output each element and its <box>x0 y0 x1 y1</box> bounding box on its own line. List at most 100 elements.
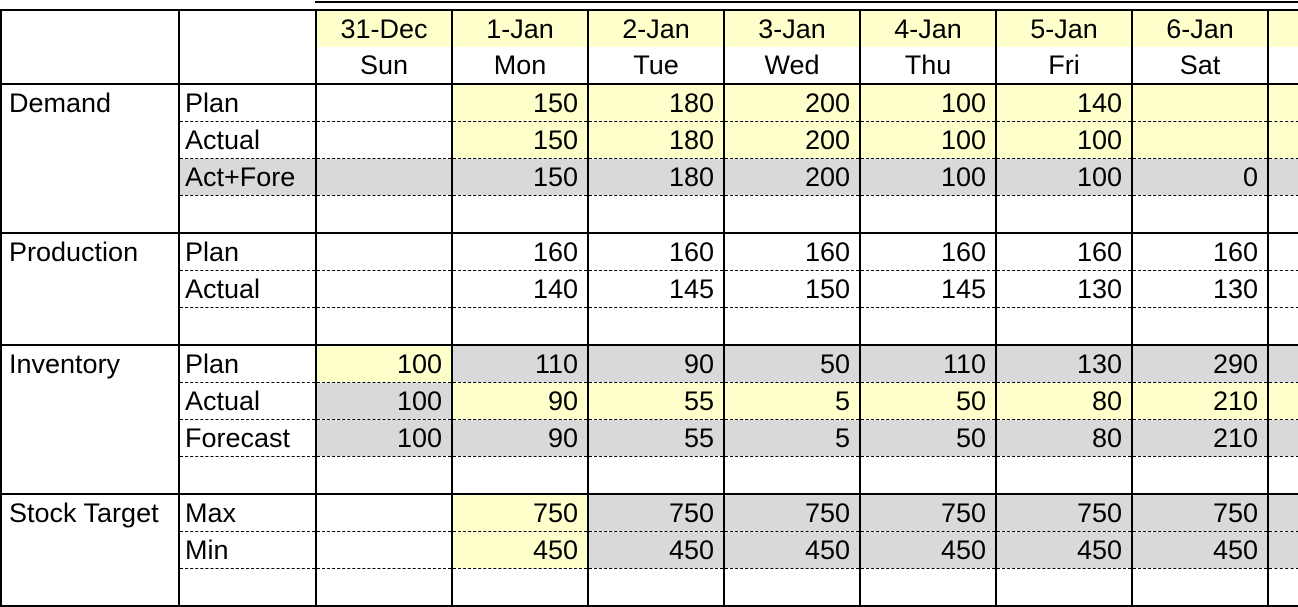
row-label[interactable]: Plan <box>178 233 316 271</box>
spacer-cell[interactable] <box>995 307 1132 346</box>
spacer-cell[interactable] <box>587 456 724 495</box>
value-cell[interactable]: 160 <box>723 233 860 271</box>
value-cell[interactable]: 110 <box>451 345 588 383</box>
date-header-cell[interactable]: 1-Jan <box>451 9 588 47</box>
value-cell[interactable] <box>315 531 452 569</box>
value-cell[interactable]: 140 <box>451 270 588 308</box>
row-label[interactable]: Plan <box>178 84 316 122</box>
spacer-cell[interactable] <box>315 307 452 346</box>
value-cell-partial[interactable] <box>1267 531 1298 569</box>
value-cell[interactable]: 50 <box>723 345 860 383</box>
spacer-cell[interactable] <box>178 307 316 346</box>
value-cell[interactable]: 110 <box>859 345 996 383</box>
day-header-cell[interactable]: Mon <box>451 47 588 85</box>
spacer-cell[interactable] <box>315 456 452 495</box>
day-header-cell[interactable]: Wed <box>723 47 860 85</box>
value-cell[interactable]: 80 <box>995 382 1132 420</box>
spacer-cell[interactable] <box>315 195 452 234</box>
date-header-cell[interactable]: 4-Jan <box>859 9 996 47</box>
value-cell[interactable]: 100 <box>859 84 996 122</box>
spacer-cell[interactable] <box>1131 307 1268 346</box>
day-header-cell[interactable]: Thu <box>859 47 996 85</box>
row-label[interactable]: Actual <box>178 382 316 420</box>
value-cell[interactable]: 200 <box>723 121 860 159</box>
corner-cell-category[interactable] <box>0 9 179 85</box>
value-cell[interactable]: 160 <box>995 233 1132 271</box>
spacer-cell[interactable] <box>1267 195 1298 234</box>
value-cell[interactable]: 5 <box>723 382 860 420</box>
spacer-cell[interactable] <box>1267 456 1298 495</box>
day-header-cell[interactable]: Fri <box>995 47 1132 85</box>
day-header-cell[interactable]: Sat <box>1131 47 1268 85</box>
value-cell[interactable]: 5 <box>723 419 860 457</box>
spacer-cell[interactable] <box>178 568 316 607</box>
spacer-cell[interactable] <box>723 307 860 346</box>
date-header-cell[interactable]: 2-Jan <box>587 9 724 47</box>
value-cell[interactable]: 100 <box>315 345 452 383</box>
group-label-production[interactable]: Production <box>0 233 179 346</box>
date-header-cell[interactable]: 6-Jan <box>1131 9 1268 47</box>
row-label[interactable]: Forecast <box>178 419 316 457</box>
value-cell[interactable]: 750 <box>451 494 588 532</box>
value-cell[interactable]: 160 <box>587 233 724 271</box>
value-cell[interactable]: 750 <box>587 494 724 532</box>
spacer-cell[interactable] <box>587 307 724 346</box>
value-cell[interactable]: 450 <box>723 531 860 569</box>
day-header-cell-partial[interactable] <box>1267 47 1298 85</box>
value-cell[interactable]: 200 <box>723 158 860 196</box>
row-label[interactable]: Actual <box>178 121 316 159</box>
value-cell[interactable]: 130 <box>995 345 1132 383</box>
value-cell-partial[interactable] <box>1267 270 1298 308</box>
value-cell[interactable]: 150 <box>451 84 588 122</box>
spacer-cell[interactable] <box>859 195 996 234</box>
spacer-cell[interactable] <box>451 307 588 346</box>
spacer-cell[interactable] <box>723 195 860 234</box>
value-cell[interactable]: 0 <box>1131 158 1268 196</box>
value-cell[interactable] <box>315 270 452 308</box>
value-cell[interactable]: 450 <box>1131 531 1268 569</box>
value-cell[interactable]: 55 <box>587 382 724 420</box>
value-cell[interactable] <box>315 494 452 532</box>
value-cell[interactable]: 145 <box>859 270 996 308</box>
spacer-cell[interactable] <box>178 456 316 495</box>
value-cell[interactable]: 150 <box>451 121 588 159</box>
value-cell[interactable]: 145 <box>587 270 724 308</box>
value-cell[interactable]: 450 <box>587 531 724 569</box>
spacer-cell[interactable] <box>1131 195 1268 234</box>
value-cell[interactable]: 450 <box>859 531 996 569</box>
value-cell-partial[interactable] <box>1267 158 1298 196</box>
value-cell[interactable]: 750 <box>723 494 860 532</box>
value-cell-partial[interactable] <box>1267 345 1298 383</box>
value-cell[interactable] <box>315 84 452 122</box>
value-cell[interactable]: 55 <box>587 419 724 457</box>
row-label[interactable]: Max <box>178 494 316 532</box>
value-cell[interactable]: 750 <box>995 494 1132 532</box>
spacer-cell[interactable] <box>587 195 724 234</box>
value-cell[interactable]: 100 <box>995 121 1132 159</box>
value-cell[interactable]: 210 <box>1131 419 1268 457</box>
value-cell[interactable]: 50 <box>859 419 996 457</box>
row-label[interactable]: Plan <box>178 345 316 383</box>
spacer-cell[interactable] <box>995 568 1132 607</box>
value-cell[interactable]: 150 <box>723 270 860 308</box>
value-cell[interactable]: 750 <box>859 494 996 532</box>
value-cell[interactable]: 100 <box>859 158 996 196</box>
spacer-cell[interactable] <box>451 568 588 607</box>
spacer-cell[interactable] <box>451 195 588 234</box>
date-header-cell[interactable]: 5-Jan <box>995 9 1132 47</box>
value-cell-partial[interactable] <box>1267 419 1298 457</box>
value-cell[interactable]: 200 <box>723 84 860 122</box>
date-header-cell[interactable]: 31-Dec <box>315 9 452 47</box>
spacer-cell[interactable] <box>995 456 1132 495</box>
value-cell[interactable]: 160 <box>1131 233 1268 271</box>
day-header-cell[interactable]: Sun <box>315 47 452 85</box>
value-cell[interactable]: 130 <box>995 270 1132 308</box>
value-cell[interactable] <box>1131 84 1268 122</box>
day-header-cell[interactable]: Tue <box>587 47 724 85</box>
value-cell[interactable]: 450 <box>995 531 1132 569</box>
value-cell[interactable]: 140 <box>995 84 1132 122</box>
spacer-cell[interactable] <box>723 456 860 495</box>
spacer-cell[interactable] <box>995 195 1132 234</box>
spacer-cell[interactable] <box>859 568 996 607</box>
value-cell[interactable]: 100 <box>315 419 452 457</box>
